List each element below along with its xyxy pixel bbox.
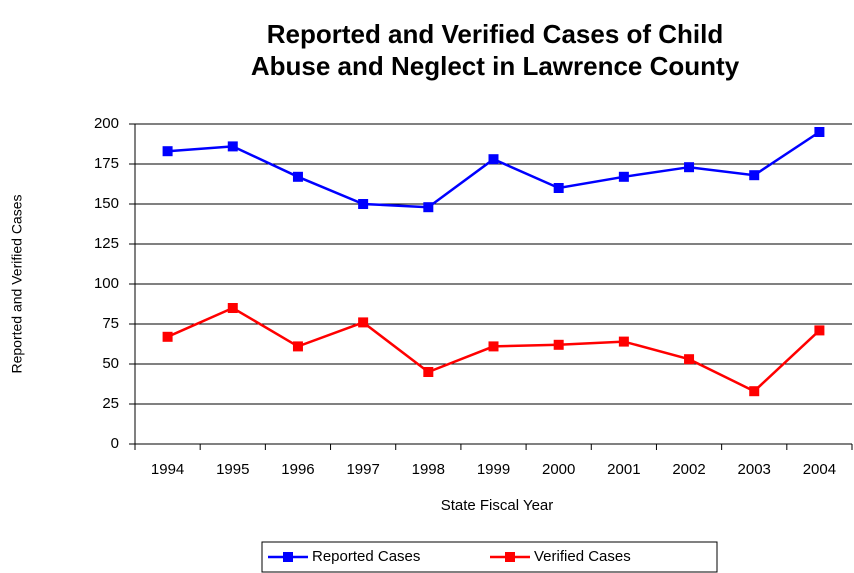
chart-title: Reported and Verified Cases of Child [267, 19, 724, 49]
point [618, 336, 629, 347]
chart-title: Abuse and Neglect in Lawrence County [251, 51, 740, 81]
point [227, 303, 238, 313]
y-tick-label: 175 [94, 155, 119, 172]
x-tick-label: 1995 [216, 461, 249, 478]
y-tick-label: 150 [94, 195, 119, 212]
point [553, 339, 564, 350]
x-tick-label: 2001 [607, 461, 640, 478]
x-tick-label: 1997 [346, 461, 379, 478]
point [292, 171, 303, 182]
x-tick-label: 1996 [281, 461, 314, 478]
point [618, 171, 629, 182]
point [684, 354, 695, 365]
x-tick-label: 2003 [738, 461, 771, 478]
point [227, 141, 238, 152]
point [749, 386, 760, 397]
point [749, 170, 760, 181]
x-tick-label: 2000 [542, 461, 575, 478]
y-tick-label: 100 [94, 275, 119, 292]
point [292, 341, 303, 352]
point [488, 341, 499, 352]
point [814, 325, 825, 336]
x-tick-label: 1998 [412, 461, 445, 478]
legend-box [261, 541, 718, 573]
y-axis-label: Reported and Verified Cases [9, 195, 25, 374]
point [162, 331, 173, 342]
legend: Reported Cases Verified Cases [261, 541, 718, 573]
x-tick-label: 1999 [477, 461, 510, 478]
point [423, 202, 434, 213]
point [553, 183, 564, 193]
point [162, 146, 173, 157]
point [488, 154, 499, 165]
y-tick-label: 125 [94, 235, 119, 252]
point [684, 162, 695, 173]
y-tick-label: 0 [111, 435, 119, 452]
point [814, 127, 825, 137]
y-tick-label: 200 [94, 115, 119, 132]
point [423, 367, 434, 377]
y-tick-label: 50 [102, 355, 119, 372]
x-tick-label: 1994 [151, 461, 184, 478]
legend-label: Reported Cases [312, 548, 420, 565]
y-tick-label: 75 [102, 315, 119, 332]
series-line [167, 130, 821, 209]
legend-label: Verified Cases [534, 548, 631, 565]
x-tick-label: 2004 [803, 461, 836, 478]
legend-marker [283, 552, 293, 562]
x-axis-label: State Fiscal Year [441, 497, 554, 514]
x-tick-label: 2002 [672, 461, 705, 478]
y-tick-label: 25 [102, 395, 119, 412]
legend-marker [505, 552, 515, 562]
point [358, 199, 369, 209]
point [358, 317, 369, 328]
